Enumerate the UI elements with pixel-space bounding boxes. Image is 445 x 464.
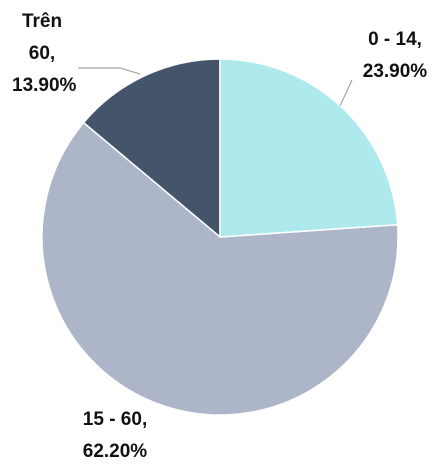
- pie-slice: [219, 58, 399, 238]
- data-label: 0 - 14, 23.90%: [345, 24, 445, 88]
- value-label: 13.90%: [12, 75, 77, 96]
- leader-line: [339, 79, 353, 107]
- data-label: 15 - 60, 62.20%: [65, 404, 165, 464]
- leader-line: [78, 67, 141, 75]
- value-label: 23.90%: [362, 61, 428, 82]
- label-separator: ,: [416, 29, 422, 50]
- data-label: Trên 60, 13.90%: [12, 6, 77, 102]
- pie-slice: [41, 121, 399, 416]
- label-separator: ,: [141, 409, 148, 430]
- value-label: 62.20%: [82, 441, 148, 462]
- category-label: 15 - 60: [82, 409, 142, 430]
- category-label: 0 - 14: [368, 29, 417, 50]
- category-label: Trên 60: [21, 11, 63, 64]
- pie-slice: [82, 58, 221, 239]
- label-separator: ,: [49, 43, 56, 64]
